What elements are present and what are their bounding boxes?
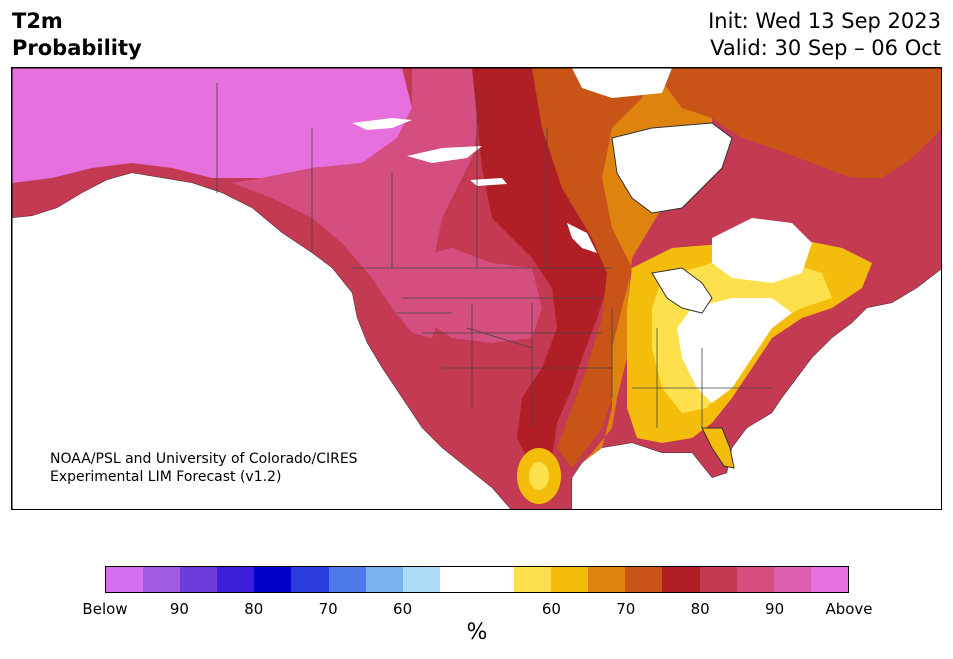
florida [701, 427, 735, 469]
region-75-northeast [652, 68, 941, 178]
init-date: Init: Wed 13 Sep 2023 [708, 9, 941, 33]
colorbar-segment [551, 567, 589, 592]
hudson-bay [611, 122, 733, 214]
pacific-water [12, 173, 511, 509]
colorbar-tick-label: 70 [318, 600, 338, 618]
colorbar-segment [476, 567, 515, 592]
great-slave-lake [407, 146, 482, 163]
colorbar-tick-label: 70 [616, 600, 636, 618]
colorbar-tick-label: Below [82, 600, 128, 618]
forecast-map: NOAA/PSL and University of Colorado/CIRE… [11, 67, 942, 510]
colorbar-tick-label: 80 [244, 600, 264, 618]
title-line-type: Probability [12, 36, 142, 60]
colorbar-segment [143, 567, 181, 592]
map-canvas [12, 68, 941, 509]
region-neutral [677, 298, 792, 403]
colorbar-segment [736, 567, 774, 592]
atlantic-water [572, 269, 941, 509]
probability-colorbar [105, 566, 849, 593]
title-line-variable: T2m [12, 9, 63, 33]
colorbar-segment [291, 567, 329, 592]
lake-athabasca [470, 178, 507, 186]
colorbar-segment [106, 567, 144, 592]
great-bear-lake [352, 118, 412, 130]
colorbar-segment [365, 567, 403, 592]
region-75 [532, 68, 652, 468]
credit-line-org: NOAA/PSL and University of Colorado/CIRE… [50, 451, 358, 467]
colorbar-tick-label: 90 [765, 600, 785, 618]
colorbar-tick-label: 60 [541, 600, 561, 618]
colorbar-segment [180, 567, 218, 592]
colorbar-unit: % [466, 620, 488, 645]
colorbar-segment [588, 567, 626, 592]
colorbar-tick-label: Above [825, 600, 873, 618]
colorbar-segment [699, 567, 737, 592]
forecast-dates: Init: Wed 13 Sep 2023 Valid: 30 Sep – 06… [708, 8, 941, 62]
colorbar-segment [625, 567, 663, 592]
colorbar-segment [439, 567, 477, 592]
colorbar-segment [662, 567, 700, 592]
colorbar-segment [810, 567, 848, 592]
colorbar-segment [254, 567, 292, 592]
great-lakes [651, 267, 713, 314]
colorbar-segment [217, 567, 255, 592]
map-title: T2m Probability [12, 8, 142, 62]
colorbar-segment [514, 567, 552, 592]
colorbar-segment [773, 567, 811, 592]
lake-winnipeg [567, 223, 597, 253]
map-credit: NOAA/PSL and University of Colorado/CIRE… [50, 450, 358, 486]
colorbar-segment [328, 567, 366, 592]
region-90-interior [412, 248, 542, 343]
colorbar-tick-label: 60 [393, 600, 413, 618]
colorbar-segment [402, 567, 440, 592]
political-borders [216, 83, 772, 428]
valid-date-range: Valid: 30 Sep – 06 Oct [710, 36, 941, 60]
region-neutral-quebec [712, 218, 812, 283]
credit-line-model: Experimental LIM Forecast (v1.2) [50, 469, 282, 485]
colorbar-tick-label: 80 [690, 600, 710, 618]
colorbar-tick-label: 90 [169, 600, 189, 618]
arctic-islands [572, 68, 672, 98]
mexico-hotspot-core [529, 462, 549, 490]
